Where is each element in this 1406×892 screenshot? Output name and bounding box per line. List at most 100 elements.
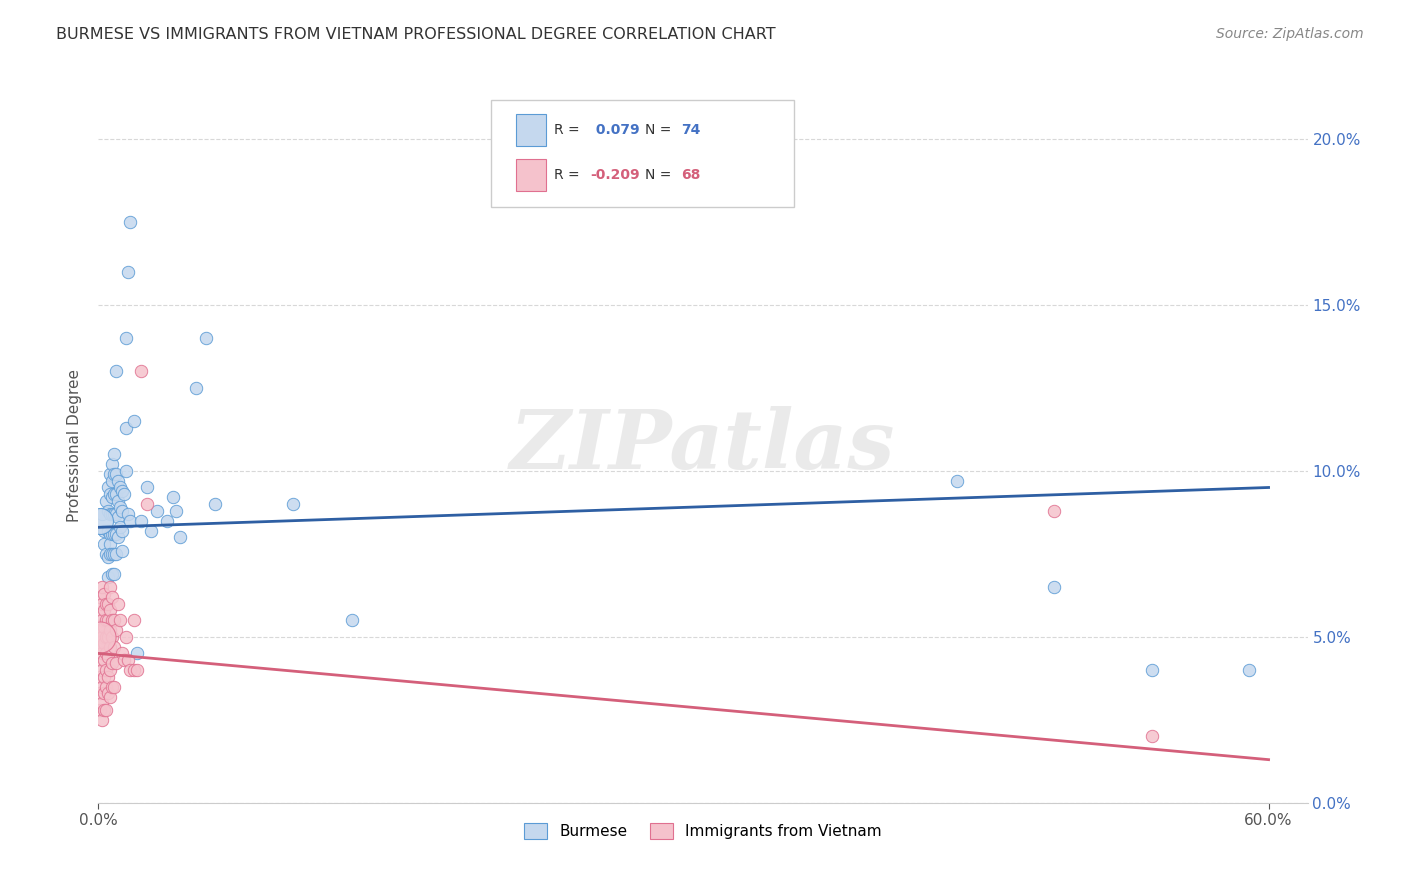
Point xyxy=(101,630,124,644)
Point xyxy=(93,653,115,667)
Point xyxy=(104,527,127,541)
Point xyxy=(91,680,114,694)
Point xyxy=(104,487,127,501)
Point xyxy=(97,524,120,538)
Point xyxy=(156,514,179,528)
Point xyxy=(101,527,124,541)
Point xyxy=(162,491,184,505)
Point xyxy=(103,527,125,541)
Point xyxy=(103,566,125,581)
Point xyxy=(98,624,121,638)
Point xyxy=(91,613,114,627)
Point xyxy=(107,493,129,508)
Point xyxy=(122,663,145,677)
Y-axis label: Professional Degree: Professional Degree xyxy=(67,369,83,523)
Point xyxy=(91,507,114,521)
Point xyxy=(89,640,111,654)
Point xyxy=(98,487,121,501)
Point xyxy=(97,597,120,611)
Point xyxy=(93,636,115,650)
Point xyxy=(117,507,139,521)
Point xyxy=(101,507,124,521)
Point xyxy=(103,680,125,694)
Point xyxy=(114,630,136,644)
Text: R =: R = xyxy=(554,169,585,182)
Point xyxy=(98,603,121,617)
Point xyxy=(118,514,141,528)
Point xyxy=(97,481,120,495)
Point xyxy=(93,587,115,601)
Point xyxy=(96,647,118,661)
Point xyxy=(101,547,124,561)
Point xyxy=(89,590,111,604)
Point xyxy=(89,624,111,638)
Point xyxy=(97,570,120,584)
Point xyxy=(101,590,124,604)
FancyBboxPatch shape xyxy=(516,160,546,192)
Point xyxy=(98,547,121,561)
Point xyxy=(89,686,111,700)
Point xyxy=(89,653,111,667)
Point xyxy=(89,670,111,684)
Point xyxy=(104,364,127,378)
Text: BURMESE VS IMMIGRANTS FROM VIETNAM PROFESSIONAL DEGREE CORRELATION CHART: BURMESE VS IMMIGRANTS FROM VIETNAM PROFE… xyxy=(56,27,776,42)
Point xyxy=(114,331,136,345)
Point xyxy=(1043,580,1066,594)
Point xyxy=(93,670,115,684)
Point xyxy=(131,364,153,378)
Point xyxy=(104,547,127,561)
Point xyxy=(96,680,118,694)
Point xyxy=(103,467,125,482)
Point xyxy=(104,507,127,521)
Point xyxy=(107,597,129,611)
Point xyxy=(101,680,124,694)
Point xyxy=(107,510,129,524)
Point xyxy=(98,467,121,482)
Point xyxy=(169,530,191,544)
Point xyxy=(122,414,145,428)
Point xyxy=(97,670,120,684)
Point xyxy=(104,624,127,638)
Point xyxy=(98,663,121,677)
Point xyxy=(131,514,153,528)
Point xyxy=(103,507,125,521)
Legend: Burmese, Immigrants from Vietnam: Burmese, Immigrants from Vietnam xyxy=(517,817,889,845)
Point xyxy=(111,647,134,661)
Point xyxy=(101,566,124,581)
Point xyxy=(139,524,162,538)
Point xyxy=(118,663,141,677)
Point xyxy=(1043,504,1066,518)
Point xyxy=(104,467,127,482)
Point xyxy=(98,507,121,521)
Text: N =: N = xyxy=(645,169,676,182)
Point xyxy=(101,491,124,505)
Point xyxy=(1237,663,1260,677)
Point xyxy=(1140,730,1163,744)
Point xyxy=(101,474,124,488)
Point xyxy=(93,620,115,634)
Text: R =: R = xyxy=(554,123,585,137)
Text: -0.209: -0.209 xyxy=(591,169,640,182)
Point xyxy=(112,487,135,501)
Text: 0.079: 0.079 xyxy=(591,123,640,137)
Point xyxy=(340,613,363,627)
Point xyxy=(98,527,121,541)
Point xyxy=(194,331,217,345)
Text: Source: ZipAtlas.com: Source: ZipAtlas.com xyxy=(1216,27,1364,41)
Point xyxy=(108,481,131,495)
Text: N =: N = xyxy=(645,123,676,137)
Text: 68: 68 xyxy=(682,169,700,182)
Point xyxy=(89,630,111,644)
Point xyxy=(136,497,159,511)
Point xyxy=(91,663,114,677)
Point xyxy=(91,580,114,594)
Point xyxy=(97,550,120,565)
Point xyxy=(107,474,129,488)
Point xyxy=(93,703,115,717)
Point xyxy=(96,663,118,677)
Point xyxy=(111,543,134,558)
Point xyxy=(108,613,131,627)
Point xyxy=(103,640,125,654)
Point xyxy=(945,474,967,488)
Point xyxy=(117,265,139,279)
